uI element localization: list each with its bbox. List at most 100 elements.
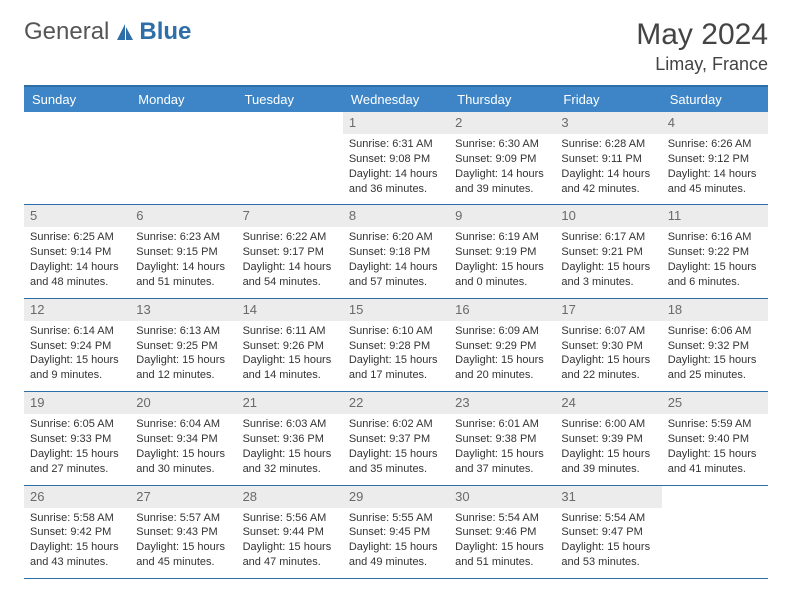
day-number: 28 xyxy=(243,489,257,504)
weekday-header-row: SundayMondayTuesdayWednesdayThursdayFrid… xyxy=(24,87,768,112)
calendar-day-cell: 11Sunrise: 6:16 AMSunset: 9:22 PMDayligh… xyxy=(662,205,768,297)
calendar-day-cell: 28 Sunrise: 5:56 AMSunset: 9:44 PMDayligh… xyxy=(237,486,343,578)
day-number-row: 16 xyxy=(449,299,555,321)
day-number-row: 4 xyxy=(662,112,768,134)
day-details: Sunrise: 6:09 AMSunset: 9:29 PMDaylight:… xyxy=(455,324,549,383)
calendar-day-cell: 15 Sunrise: 6:10 AMSunset: 9:28 PMDayligh… xyxy=(343,299,449,391)
day-details: Sunrise: 5:58 AMSunset: 9:42 PMDaylight:… xyxy=(30,511,124,570)
day-details: Sunrise: 6:26 AMSunset: 9:12 PMDaylight:… xyxy=(668,137,762,196)
weekday-header: Sunday xyxy=(24,87,130,112)
day-details: Sunrise: 5:56 AMSunset: 9:44 PMDaylight:… xyxy=(243,511,337,570)
day-number-row: 3 xyxy=(555,112,661,134)
calendar: SundayMondayTuesdayWednesdayThursdayFrid… xyxy=(24,85,768,579)
calendar-day-cell: 2 Sunrise: 6:30 AMSunset: 9:09 PMDaylight… xyxy=(449,112,555,204)
day-details: Sunrise: 5:59 AMSunset: 9:40 PMDaylight:… xyxy=(668,417,762,476)
day-number: 1 xyxy=(349,115,356,130)
day-number: 22 xyxy=(349,395,363,410)
day-number-row: 5 xyxy=(24,205,130,227)
day-details: Sunrise: 6:11 AMSunset: 9:26 PMDaylight:… xyxy=(243,324,337,383)
day-number: 13 xyxy=(136,302,150,317)
calendar-day-cell xyxy=(237,112,343,204)
calendar-day-cell: 12 Sunrise: 6:14 AMSunset: 9:24 PMDayligh… xyxy=(24,299,130,391)
day-number: 16 xyxy=(455,302,469,317)
day-number: 31 xyxy=(561,489,575,504)
day-number-row: 22 xyxy=(343,392,449,414)
weekday-header: Thursday xyxy=(449,87,555,112)
day-details: Sunrise: 5:55 AMSunset: 9:45 PMDaylight:… xyxy=(349,511,443,570)
day-details: Sunrise: 6:05 AMSunset: 9:33 PMDaylight:… xyxy=(30,417,124,476)
day-details: Sunrise: 6:06 AMSunset: 9:32 PMDaylight:… xyxy=(668,324,762,383)
day-number: 25 xyxy=(668,395,682,410)
logo-text-1: General xyxy=(24,18,109,46)
day-details: Sunrise: 6:02 AMSunset: 9:37 PMDaylight:… xyxy=(349,417,443,476)
calendar-day-cell: 18Sunrise: 6:06 AMSunset: 9:32 PMDayligh… xyxy=(662,299,768,391)
day-number-row: 24 xyxy=(555,392,661,414)
month-year: May 2024 xyxy=(636,18,768,52)
day-number-row: 10 xyxy=(555,205,661,227)
day-details: Sunrise: 6:19 AMSunset: 9:19 PMDaylight:… xyxy=(455,230,549,289)
calendar-day-cell xyxy=(130,112,236,204)
day-number: 12 xyxy=(30,302,44,317)
day-number-row: 25 xyxy=(662,392,768,414)
calendar-day-cell: 17Sunrise: 6:07 AMSunset: 9:30 PMDayligh… xyxy=(555,299,661,391)
day-number: 14 xyxy=(243,302,257,317)
day-details: Sunrise: 6:10 AMSunset: 9:28 PMDaylight:… xyxy=(349,324,443,383)
day-details: Sunrise: 6:00 AMSunset: 9:39 PMDaylight:… xyxy=(561,417,655,476)
day-number: 19 xyxy=(30,395,44,410)
day-number: 30 xyxy=(455,489,469,504)
calendar-day-cell: 25 Sunrise: 5:59 AMSunset: 9:40 PMDayligh… xyxy=(662,392,768,484)
day-details: Sunrise: 6:03 AMSunset: 9:36 PMDaylight:… xyxy=(243,417,337,476)
calendar-day-cell: 7 Sunrise: 6:22 AMSunset: 9:17 PMDaylight… xyxy=(237,205,343,297)
day-details: Sunrise: 6:13 AMSunset: 9:25 PMDaylight:… xyxy=(136,324,230,383)
day-number-row: 23 xyxy=(449,392,555,414)
calendar-day-cell: 14 Sunrise: 6:11 AMSunset: 9:26 PMDayligh… xyxy=(237,299,343,391)
day-number-row: 29 xyxy=(343,486,449,508)
day-number: 27 xyxy=(136,489,150,504)
day-number-row: 15 xyxy=(343,299,449,321)
calendar-day-cell: 22 Sunrise: 6:02 AMSunset: 9:37 PMDayligh… xyxy=(343,392,449,484)
calendar-day-cell: 9 Sunrise: 6:19 AMSunset: 9:19 PMDaylight… xyxy=(449,205,555,297)
day-number-row: 8 xyxy=(343,205,449,227)
day-details: Sunrise: 6:20 AMSunset: 9:18 PMDaylight:… xyxy=(349,230,443,289)
calendar-day-cell: 27 Sunrise: 5:57 AMSunset: 9:43 PMDayligh… xyxy=(130,486,236,578)
calendar-day-cell: 8 Sunrise: 6:20 AMSunset: 9:18 PMDaylight… xyxy=(343,205,449,297)
calendar-week-row: 26 Sunrise: 5:58 AMSunset: 9:42 PMDayligh… xyxy=(24,486,768,579)
day-number-row: 27 xyxy=(130,486,236,508)
day-number-row: 17 xyxy=(555,299,661,321)
day-number: 5 xyxy=(30,208,37,223)
day-number: 9 xyxy=(455,208,462,223)
day-details: Sunrise: 6:22 AMSunset: 9:17 PMDaylight:… xyxy=(243,230,337,289)
day-number-row: 1 xyxy=(343,112,449,134)
day-number: 21 xyxy=(243,395,257,410)
day-details: Sunrise: 5:57 AMSunset: 9:43 PMDaylight:… xyxy=(136,511,230,570)
day-number: 15 xyxy=(349,302,363,317)
day-number: 24 xyxy=(561,395,575,410)
day-details: Sunrise: 5:54 AMSunset: 9:46 PMDaylight:… xyxy=(455,511,549,570)
day-details: Sunrise: 5:54 AMSunset: 9:47 PMDaylight:… xyxy=(561,511,655,570)
calendar-day-cell: 21 Sunrise: 6:03 AMSunset: 9:36 PMDayligh… xyxy=(237,392,343,484)
day-number-row: 21 xyxy=(237,392,343,414)
weekday-header: Wednesday xyxy=(343,87,449,112)
title-block: May 2024 Limay, France xyxy=(636,18,768,75)
day-number-row: 2 xyxy=(449,112,555,134)
day-number: 6 xyxy=(136,208,143,223)
day-details: Sunrise: 6:30 AMSunset: 9:09 PMDaylight:… xyxy=(455,137,549,196)
calendar-day-cell: 4 Sunrise: 6:26 AMSunset: 9:12 PMDaylight… xyxy=(662,112,768,204)
calendar-day-cell: 1Sunrise: 6:31 AMSunset: 9:08 PMDaylight… xyxy=(343,112,449,204)
day-details: Sunrise: 6:17 AMSunset: 9:21 PMDaylight:… xyxy=(561,230,655,289)
day-details: Sunrise: 6:04 AMSunset: 9:34 PMDaylight:… xyxy=(136,417,230,476)
day-details: Sunrise: 6:01 AMSunset: 9:38 PMDaylight:… xyxy=(455,417,549,476)
calendar-day-cell: 5Sunrise: 6:25 AMSunset: 9:14 PMDaylight… xyxy=(24,205,130,297)
calendar-day-cell xyxy=(24,112,130,204)
weekday-header: Tuesday xyxy=(237,87,343,112)
day-number: 26 xyxy=(30,489,44,504)
calendar-day-cell xyxy=(662,486,768,578)
calendar-day-cell: 6Sunrise: 6:23 AMSunset: 9:15 PMDaylight… xyxy=(130,205,236,297)
day-details: Sunrise: 6:14 AMSunset: 9:24 PMDaylight:… xyxy=(30,324,124,383)
day-number-row: 6 xyxy=(130,205,236,227)
day-number: 17 xyxy=(561,302,575,317)
calendar-day-cell: 19 Sunrise: 6:05 AMSunset: 9:33 PMDayligh… xyxy=(24,392,130,484)
calendar-day-cell: 13 Sunrise: 6:13 AMSunset: 9:25 PMDayligh… xyxy=(130,299,236,391)
day-number: 7 xyxy=(243,208,250,223)
day-number-row: 26 xyxy=(24,486,130,508)
